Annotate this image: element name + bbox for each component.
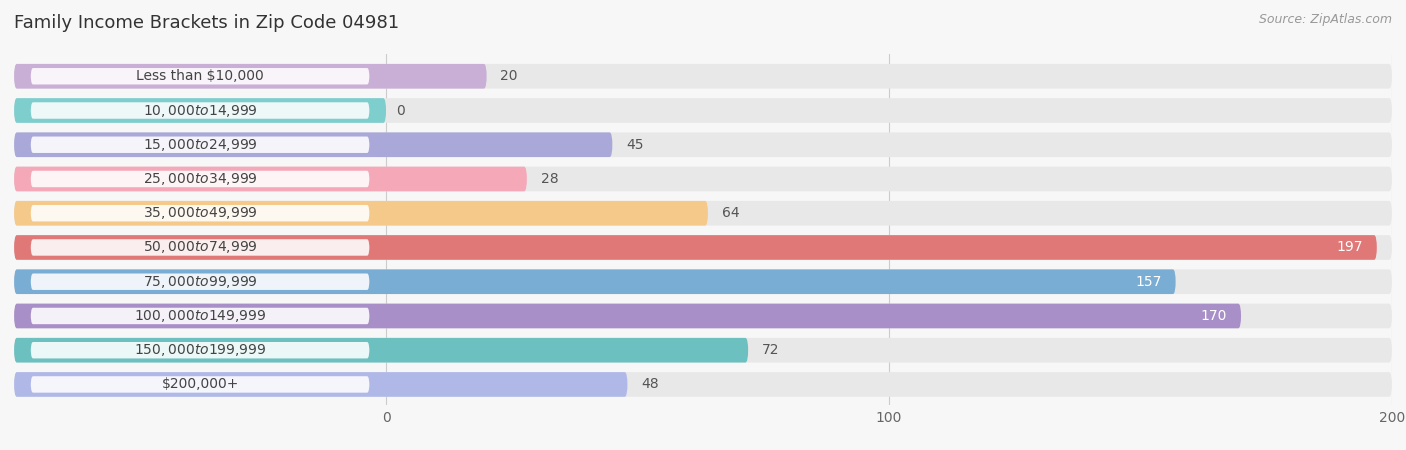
Text: 48: 48 [641, 378, 659, 392]
FancyBboxPatch shape [14, 304, 1392, 328]
FancyBboxPatch shape [14, 201, 1392, 225]
FancyBboxPatch shape [14, 98, 1392, 123]
FancyBboxPatch shape [31, 136, 370, 153]
FancyBboxPatch shape [31, 376, 370, 393]
FancyBboxPatch shape [14, 235, 1376, 260]
Text: 0: 0 [396, 104, 405, 117]
FancyBboxPatch shape [31, 239, 370, 256]
FancyBboxPatch shape [14, 132, 1392, 157]
FancyBboxPatch shape [31, 205, 370, 221]
Text: $35,000 to $49,999: $35,000 to $49,999 [142, 205, 257, 221]
FancyBboxPatch shape [31, 68, 370, 85]
FancyBboxPatch shape [14, 64, 1392, 89]
FancyBboxPatch shape [14, 338, 748, 363]
Text: 45: 45 [626, 138, 644, 152]
Text: $15,000 to $24,999: $15,000 to $24,999 [142, 137, 257, 153]
FancyBboxPatch shape [14, 372, 1392, 397]
Text: $100,000 to $149,999: $100,000 to $149,999 [134, 308, 266, 324]
Text: Source: ZipAtlas.com: Source: ZipAtlas.com [1258, 14, 1392, 27]
FancyBboxPatch shape [14, 201, 709, 225]
FancyBboxPatch shape [14, 166, 527, 191]
Text: $75,000 to $99,999: $75,000 to $99,999 [142, 274, 257, 290]
FancyBboxPatch shape [14, 372, 627, 397]
Text: Less than $10,000: Less than $10,000 [136, 69, 264, 83]
FancyBboxPatch shape [31, 308, 370, 324]
FancyBboxPatch shape [14, 166, 1392, 191]
FancyBboxPatch shape [14, 270, 1175, 294]
Text: $10,000 to $14,999: $10,000 to $14,999 [142, 103, 257, 118]
Text: 197: 197 [1337, 240, 1362, 255]
Text: $150,000 to $199,999: $150,000 to $199,999 [134, 342, 266, 358]
Text: 170: 170 [1201, 309, 1227, 323]
FancyBboxPatch shape [14, 98, 387, 123]
FancyBboxPatch shape [31, 342, 370, 359]
FancyBboxPatch shape [14, 304, 1241, 328]
FancyBboxPatch shape [14, 235, 1392, 260]
Text: 64: 64 [721, 206, 740, 220]
FancyBboxPatch shape [14, 338, 1392, 363]
Text: 28: 28 [541, 172, 558, 186]
FancyBboxPatch shape [31, 171, 370, 187]
Text: Family Income Brackets in Zip Code 04981: Family Income Brackets in Zip Code 04981 [14, 14, 399, 32]
FancyBboxPatch shape [31, 274, 370, 290]
Text: 157: 157 [1136, 274, 1161, 289]
FancyBboxPatch shape [14, 132, 613, 157]
FancyBboxPatch shape [14, 270, 1392, 294]
Text: $25,000 to $34,999: $25,000 to $34,999 [142, 171, 257, 187]
Text: $50,000 to $74,999: $50,000 to $74,999 [142, 239, 257, 256]
Text: 72: 72 [762, 343, 779, 357]
FancyBboxPatch shape [14, 64, 486, 89]
Text: $200,000+: $200,000+ [162, 378, 239, 392]
Text: 20: 20 [501, 69, 517, 83]
FancyBboxPatch shape [31, 102, 370, 119]
